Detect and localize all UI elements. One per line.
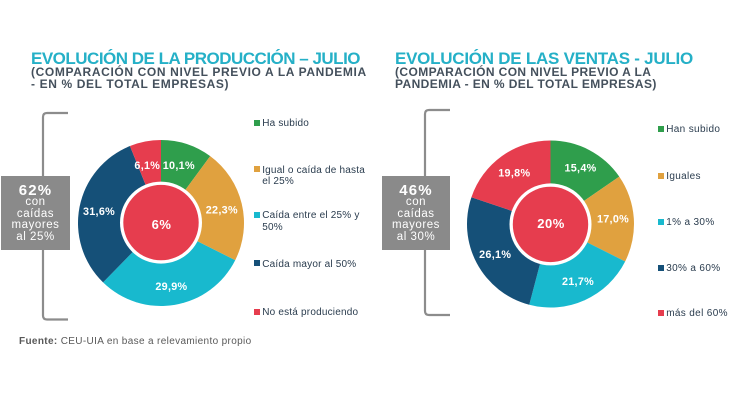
svg-text:19,8%: 19,8% [498,167,530,179]
svg-text:22,3%: 22,3% [206,204,238,216]
svg-text:10,1%: 10,1% [163,160,195,172]
svg-text:15,4%: 15,4% [564,162,596,174]
svg-text:6%: 6% [152,217,172,232]
svg-text:29,9%: 29,9% [155,281,187,293]
svg-text:26,1%: 26,1% [479,249,511,261]
svg-text:31,6%: 31,6% [83,206,115,218]
svg-text:20%: 20% [537,216,565,231]
svg-text:21,7%: 21,7% [562,276,594,288]
svg-text:17,0%: 17,0% [597,214,629,226]
svg-text:6,1%: 6,1% [134,160,160,172]
